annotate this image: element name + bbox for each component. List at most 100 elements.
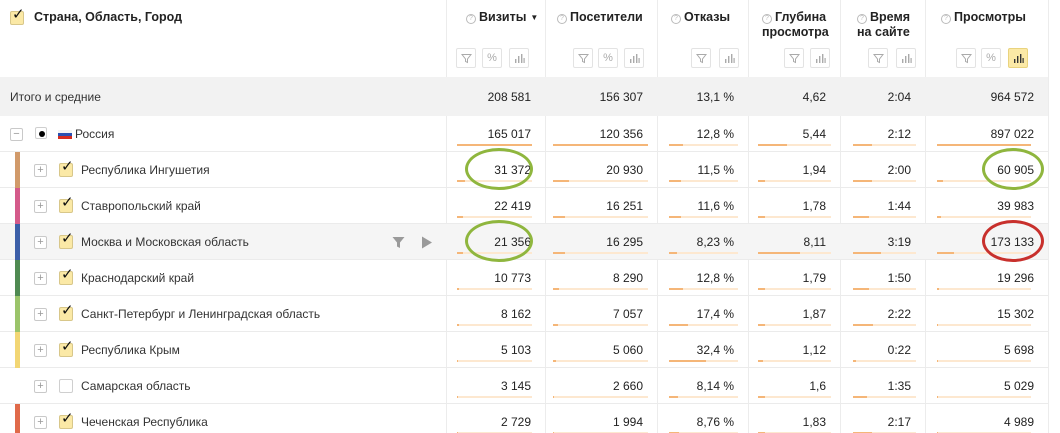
- metric-value: 2:22: [887, 307, 911, 321]
- table-row[interactable]: + ✓ Чеченская Республика 2 729 1 994 8,76 % 1,…: [0, 404, 1048, 433]
- row-checkbox[interactable]: [35, 127, 47, 139]
- check-icon: ✓: [61, 194, 74, 211]
- metric-header-2[interactable]: ? Отказы: [671, 10, 730, 25]
- row-label[interactable]: Республика Ингушетия: [81, 163, 210, 177]
- column-divider: [545, 0, 546, 433]
- table-row[interactable]: + ✓ Москва и Московская область 21 356 16 29…: [0, 220, 1048, 262]
- metric-share-bar-fill: [937, 144, 1031, 146]
- filter-tool-button[interactable]: [868, 48, 888, 68]
- expand-button[interactable]: +: [34, 200, 47, 213]
- expand-button[interactable]: +: [34, 308, 47, 321]
- row-label[interactable]: Санкт-Петербург и Ленинградская область: [81, 307, 321, 321]
- expand-button[interactable]: +: [34, 164, 47, 177]
- percent-tool-button[interactable]: %: [598, 48, 618, 68]
- row-label[interactable]: Чеченская Республика: [81, 415, 208, 429]
- check-icon: ✓: [12, 6, 25, 23]
- table-row[interactable]: + ✓ Краснодарский край 10 773 8 290 12,8 % 1,7…: [0, 260, 1048, 296]
- dimension-title[interactable]: Страна, Область, Город: [34, 10, 183, 24]
- row-checkbox[interactable]: ✓: [59, 195, 74, 213]
- table-row[interactable]: + Самарская область 3 145 2 660 8,14 % 1,6 1:3…: [0, 368, 1048, 404]
- row-label[interactable]: Республика Крым: [81, 343, 180, 357]
- expand-button[interactable]: +: [34, 272, 47, 285]
- metric-header-0[interactable]: ? Визиты ▼: [466, 10, 538, 25]
- filter-tool-button[interactable]: [456, 48, 476, 68]
- metric-label: Посетители: [570, 10, 643, 24]
- metric-value: 39 983: [997, 199, 1034, 213]
- help-icon[interactable]: ?: [466, 14, 476, 24]
- select-all-checkbox[interactable]: ✓: [10, 7, 25, 25]
- row-checkbox[interactable]: ✓: [59, 411, 74, 429]
- sort-desc-icon[interactable]: ▼: [530, 13, 539, 22]
- bar-chart-icon: [629, 53, 640, 63]
- check-icon: ✓: [61, 266, 74, 283]
- help-icon[interactable]: ?: [762, 14, 772, 24]
- expand-button[interactable]: +: [34, 416, 47, 429]
- series-color-marker: [15, 404, 20, 433]
- metric-header-4[interactable]: ? Время на сайте: [857, 10, 910, 40]
- red-highlight-annotation: [982, 220, 1044, 262]
- metric-value: 1,12: [802, 343, 826, 357]
- row-drilldown-button[interactable]: [421, 236, 433, 252]
- metric-header-1[interactable]: ? Посетители: [557, 10, 643, 25]
- chart-tool-button[interactable]: [624, 48, 644, 68]
- collapse-button[interactable]: −: [10, 128, 23, 141]
- metric-share-bar: [758, 396, 831, 398]
- filter-tool-button[interactable]: [691, 48, 711, 68]
- metric-value: 12,8 %: [696, 127, 734, 141]
- expand-button[interactable]: +: [34, 236, 47, 249]
- expand-button[interactable]: +: [34, 380, 47, 393]
- play-icon: [422, 236, 432, 249]
- help-icon[interactable]: ?: [941, 14, 951, 24]
- row-label[interactable]: Россия: [75, 127, 115, 141]
- filter-tool-button[interactable]: [573, 48, 593, 68]
- filter-tool-button[interactable]: [784, 48, 804, 68]
- metric-share-bar-fill: [853, 360, 856, 362]
- table-row[interactable]: + ✓ Республика Ингушетия 31 372 20 930 11,5 %…: [0, 148, 1048, 190]
- metric-share-bar-fill: [937, 360, 938, 362]
- row-checkbox[interactable]: [59, 379, 73, 393]
- metric-share-bar-fill: [553, 144, 648, 146]
- metric-value: 16 295: [606, 235, 643, 249]
- table-row[interactable]: + ✓ Ставропольский край 22 419 16 251 11,6 % 1…: [0, 188, 1048, 224]
- chart-tool-button[interactable]: [896, 48, 916, 68]
- help-icon[interactable]: ?: [857, 14, 867, 24]
- filter-tool-button[interactable]: [956, 48, 976, 68]
- percent-tool-button[interactable]: %: [981, 48, 1001, 68]
- column-divider: [657, 0, 658, 433]
- table-row[interactable]: + ✓ Республика Крым 5 103 5 060 32,4 % 1,12 0:2…: [0, 332, 1048, 368]
- table-row[interactable]: + ✓ Санкт-Петербург и Ленинградская област…: [0, 296, 1048, 332]
- metric-value: 3:19: [887, 235, 911, 249]
- metric-value: 7 057: [612, 307, 643, 321]
- row-checkbox[interactable]: ✓: [59, 159, 74, 177]
- row-label[interactable]: Ставропольский край: [81, 199, 201, 213]
- metric-header-5[interactable]: ? Просмотры: [941, 10, 1026, 25]
- row-checkbox[interactable]: ✓: [59, 303, 74, 321]
- metric-share-bar: [669, 180, 738, 182]
- help-icon[interactable]: ?: [671, 14, 681, 24]
- row-label[interactable]: Москва и Московская область: [81, 235, 249, 249]
- percent-tool-button[interactable]: %: [482, 48, 502, 68]
- expand-button[interactable]: +: [34, 344, 47, 357]
- row-checkbox[interactable]: ✓: [59, 231, 74, 249]
- metric-value: 12,8 %: [696, 271, 734, 285]
- metric-value: 165 017: [487, 127, 531, 141]
- row-checkbox[interactable]: ✓: [59, 267, 74, 285]
- metric-header-3[interactable]: ? Глубина просмотра: [762, 10, 829, 40]
- metric-share-bar-fill: [937, 324, 938, 326]
- row-checkbox[interactable]: ✓: [59, 339, 74, 357]
- totals-value: 964 572: [990, 90, 1034, 104]
- metric-share-bar: [937, 360, 1031, 362]
- row-filter-button[interactable]: [392, 236, 405, 252]
- table-row[interactable]: − Россия 165 017 120 356 12,8 % 5,44 2:12 897 0…: [0, 116, 1048, 152]
- metric-value: 2 660: [612, 379, 643, 393]
- metric-value: 8 290: [612, 271, 643, 285]
- help-icon[interactable]: ?: [557, 14, 567, 24]
- chart-tool-button[interactable]: [1008, 48, 1028, 68]
- metric-share-bar: [553, 180, 648, 182]
- chart-tool-button[interactable]: [810, 48, 830, 68]
- row-label[interactable]: Краснодарский край: [81, 271, 195, 285]
- row-label[interactable]: Самарская область: [81, 379, 191, 393]
- chart-tool-button[interactable]: [719, 48, 739, 68]
- chart-tool-button[interactable]: [509, 48, 529, 68]
- metric-value: 1:35: [887, 379, 911, 393]
